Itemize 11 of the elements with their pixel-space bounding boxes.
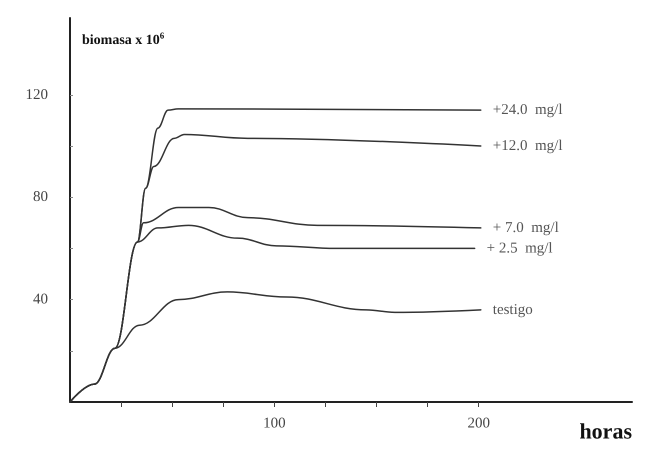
y-tick-label: 120 <box>26 86 48 103</box>
y-tick-label: 40 <box>33 292 48 308</box>
series-label: testigo <box>492 302 533 318</box>
x-tick-label: 200 <box>467 416 490 432</box>
series-label: +12.0 mg/l <box>492 138 562 154</box>
y-tick-label: 80 <box>33 189 48 206</box>
series-label: + 7.0 mg/l <box>492 220 559 236</box>
series-label: + 2.5 mg/l <box>486 240 553 256</box>
x-tick-label: 100 <box>263 416 286 432</box>
series-label: +24.0 mg/l <box>492 102 562 118</box>
x-axis-title: horas <box>579 418 632 444</box>
